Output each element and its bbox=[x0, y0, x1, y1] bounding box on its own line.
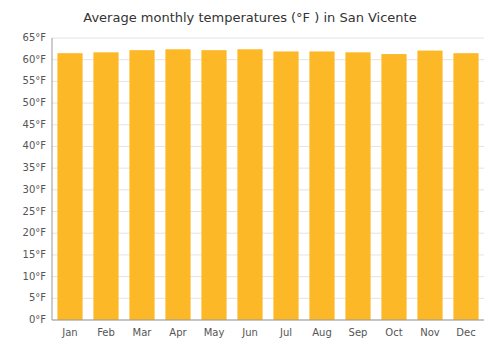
y-tick-label: 0°F bbox=[29, 314, 46, 325]
bar bbox=[345, 52, 370, 320]
grid-line bbox=[52, 38, 484, 39]
y-tick-label: 30°F bbox=[23, 184, 47, 195]
y-tick-label: 20°F bbox=[23, 227, 47, 238]
bar bbox=[93, 52, 118, 320]
grid-line bbox=[52, 320, 484, 321]
chart-container: Average monthly temperatures (°F ) in Sa… bbox=[0, 0, 500, 350]
x-axis-line bbox=[52, 320, 484, 321]
y-tick-label: 10°F bbox=[23, 271, 47, 282]
chart-title: Average monthly temperatures (°F ) in Sa… bbox=[83, 10, 416, 25]
bar bbox=[237, 49, 262, 320]
y-axis: 0°F 5°F 10°F 15°F 20°F 25°F 30°F 35°F 40°F 45°F 50… bbox=[23, 32, 52, 325]
bar bbox=[201, 50, 226, 320]
y-tick-label: 45°F bbox=[23, 119, 47, 130]
x-tick-label: May bbox=[204, 327, 225, 338]
x-tick-label: Jun bbox=[241, 327, 258, 338]
y-tick-label: 65°F bbox=[23, 32, 47, 43]
x-tick-label: Oct bbox=[385, 327, 402, 338]
y-tick-label: 35°F bbox=[23, 162, 47, 173]
x-tick-label: Nov bbox=[420, 327, 440, 338]
y-tick-label: 5°F bbox=[29, 292, 46, 303]
y-axis-line bbox=[52, 38, 53, 320]
bar bbox=[129, 50, 154, 320]
y-tick-label: 25°F bbox=[23, 206, 47, 217]
y-grid bbox=[52, 38, 484, 320]
bar bbox=[309, 51, 334, 320]
x-tick-label: Apr bbox=[169, 327, 187, 338]
y-tick-label: 50°F bbox=[23, 97, 47, 108]
y-tick-label: 40°F bbox=[23, 140, 47, 151]
bar bbox=[57, 53, 82, 320]
x-tick-label: Sep bbox=[349, 327, 368, 338]
bar bbox=[165, 49, 190, 320]
chart-svg: Average monthly temperatures (°F ) in Sa… bbox=[0, 0, 500, 350]
x-axis: Jan Feb Mar Apr May Jun Jul Aug Sep Oct Nov Dec bbox=[52, 320, 484, 338]
x-tick-label: Aug bbox=[312, 327, 332, 338]
x-tick-label: Mar bbox=[133, 327, 153, 338]
y-tick-label: 55°F bbox=[23, 75, 47, 86]
bar bbox=[417, 51, 442, 320]
x-tick-label: Feb bbox=[97, 327, 115, 338]
bar bbox=[273, 51, 298, 320]
bars bbox=[57, 49, 478, 320]
y-tick-label: 60°F bbox=[23, 54, 47, 65]
bar bbox=[453, 53, 478, 320]
bar bbox=[381, 54, 406, 320]
x-tick-label: Dec bbox=[456, 327, 475, 338]
y-tick-label: 15°F bbox=[23, 249, 47, 260]
x-tick-label: Jan bbox=[61, 327, 77, 338]
x-tick-label: Jul bbox=[279, 327, 292, 338]
